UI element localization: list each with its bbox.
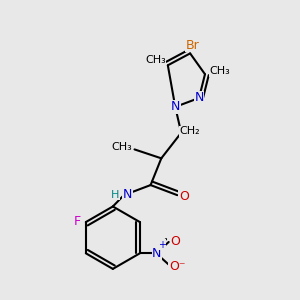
Text: CH₃: CH₃: [209, 66, 230, 76]
Text: +: +: [158, 240, 166, 250]
Text: CH₃: CH₃: [145, 55, 166, 65]
Text: N: N: [152, 247, 161, 260]
Text: H: H: [111, 190, 120, 200]
Text: N: N: [123, 188, 132, 201]
Text: CH₃: CH₃: [112, 142, 132, 152]
Text: CH₂: CH₂: [180, 126, 200, 136]
Text: F: F: [73, 215, 80, 228]
Text: O: O: [179, 190, 189, 203]
Text: Br: Br: [186, 39, 200, 52]
Text: O: O: [170, 235, 180, 248]
Text: N: N: [171, 100, 180, 113]
Text: N: N: [194, 92, 204, 104]
Text: O⁻: O⁻: [169, 260, 185, 273]
